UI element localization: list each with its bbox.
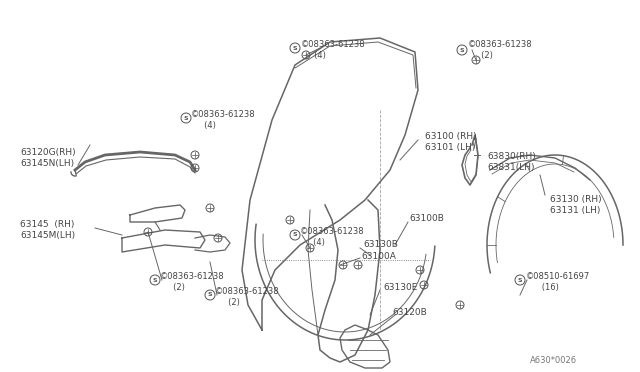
Text: ©08363-61238
     (4): ©08363-61238 (4)	[301, 40, 365, 60]
Text: S: S	[460, 48, 464, 52]
Text: 63120B: 63120B	[392, 308, 427, 317]
Text: A630*0026: A630*0026	[530, 356, 577, 365]
Text: ©08363-61238
     (2): ©08363-61238 (2)	[160, 272, 225, 292]
Text: ©08363-61238
     (2): ©08363-61238 (2)	[215, 287, 280, 307]
Text: 63130B: 63130B	[363, 240, 398, 249]
Text: S: S	[184, 115, 188, 121]
Text: 63120G(RH)
63145N(LH): 63120G(RH) 63145N(LH)	[20, 148, 76, 169]
Text: 63100B: 63100B	[409, 214, 444, 223]
Text: S: S	[292, 45, 298, 51]
Text: S: S	[518, 278, 522, 282]
Text: S: S	[153, 278, 157, 282]
Text: ©08363-61238
     (2): ©08363-61238 (2)	[468, 40, 532, 60]
Text: 63100 (RH)
63101 (LH): 63100 (RH) 63101 (LH)	[425, 132, 477, 153]
Text: 63130 (RH)
63131 (LH): 63130 (RH) 63131 (LH)	[550, 195, 602, 215]
Text: ©08510-61697
      (16): ©08510-61697 (16)	[526, 272, 590, 292]
Text: ©08363-61238
     (4): ©08363-61238 (4)	[300, 227, 365, 247]
Text: 63145  (RH)
63145M(LH): 63145 (RH) 63145M(LH)	[20, 220, 75, 240]
Text: ©08363-61238
     (4): ©08363-61238 (4)	[191, 110, 255, 131]
Text: 63130E: 63130E	[383, 283, 417, 292]
Text: 63830(RH)
63831(LH): 63830(RH) 63831(LH)	[487, 152, 536, 173]
Text: S: S	[292, 232, 298, 237]
Text: 63100A: 63100A	[361, 252, 396, 261]
Text: S: S	[208, 292, 212, 298]
